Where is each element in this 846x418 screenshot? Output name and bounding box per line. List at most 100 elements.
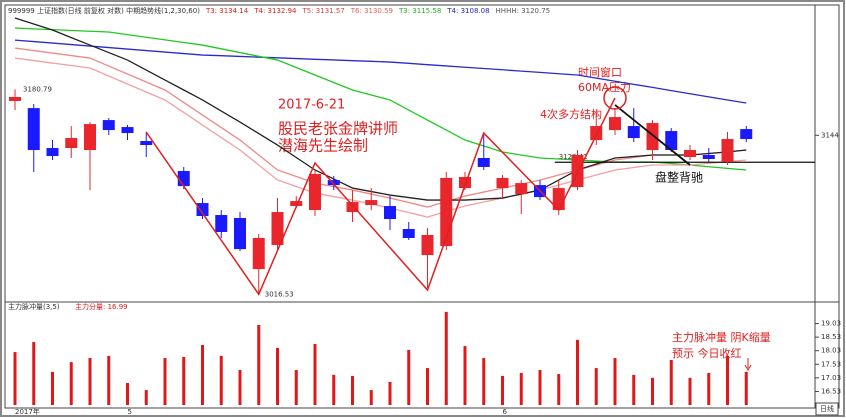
header-item: T4: 3132.94 [253, 7, 297, 15]
candle-body [102, 120, 115, 131]
candle-body [9, 96, 21, 101]
annotation: 4次多方结构 [540, 107, 602, 121]
price-label: 3016.53 [265, 290, 294, 298]
line [14, 47, 747, 208]
annotation: 60MA压力 [578, 81, 631, 94]
candle-body [515, 183, 528, 195]
bar [201, 345, 204, 405]
y-tick-label: 18.53 [821, 333, 841, 341]
bar [32, 342, 36, 405]
period-box [815, 402, 839, 416]
arrow-head [744, 364, 752, 371]
candle-body [477, 158, 490, 167]
candle-body [196, 203, 209, 217]
header-item: T6: 3130.59 [350, 7, 393, 15]
bar [51, 371, 54, 405]
bar [238, 369, 242, 405]
candle-body [459, 176, 471, 189]
bar [13, 352, 17, 405]
candle-body [684, 150, 696, 158]
bar [744, 371, 748, 405]
y-tick-label: 18.03 [821, 347, 841, 355]
candle-body [271, 212, 284, 245]
bar [576, 339, 579, 405]
bar [313, 343, 317, 405]
bar [538, 369, 542, 405]
y-tick-label: 3144 [821, 131, 839, 139]
bar [707, 372, 711, 405]
panel-title: 主力脉冲量(3,5) [8, 302, 60, 311]
header-item: T5: 3131.57 [301, 7, 344, 15]
candle-body [384, 206, 396, 220]
bar [276, 348, 279, 405]
bar [482, 358, 486, 405]
bar [688, 377, 692, 405]
header-item: T4: 3108.08 [446, 7, 489, 15]
candle-body [215, 215, 228, 232]
candle-body [609, 117, 621, 131]
candle-body [27, 108, 40, 151]
candle-body [702, 155, 715, 159]
header-item: T3: 3115.58 [398, 7, 441, 15]
line [14, 57, 747, 218]
annotation: 股民老张金牌讲师 [278, 120, 398, 138]
x-tick-label: 6 [503, 408, 508, 416]
header-item: HHHH: 3120.75 [496, 7, 551, 15]
header-item: T3: 3134.14 [205, 7, 249, 15]
bar [107, 355, 111, 405]
candle-body [290, 201, 303, 207]
candle-body [421, 234, 434, 256]
bar [369, 390, 373, 405]
annotation: 预示 今日收红 [672, 346, 742, 360]
candle-body [46, 148, 59, 157]
line [145, 97, 616, 296]
candle-body [327, 180, 340, 186]
candle-body [177, 170, 190, 187]
annotation: 主力脉冲量 阴K缩量 [672, 330, 771, 344]
bar [163, 358, 167, 405]
candle-body [646, 123, 659, 151]
line [14, 17, 747, 201]
bar [726, 355, 729, 405]
bar [407, 349, 411, 405]
candle-body [234, 218, 246, 250]
bar [594, 368, 598, 405]
candle-body [665, 131, 678, 151]
candle-body [309, 173, 321, 211]
bar [463, 346, 467, 405]
line [614, 104, 691, 166]
bar [257, 324, 261, 405]
bar [351, 375, 354, 405]
bar [182, 356, 186, 405]
candle-body [402, 229, 415, 238]
bar [669, 359, 673, 405]
candle-body [252, 237, 265, 270]
y-tick-label: 19.03 [821, 320, 841, 328]
y-tick-label: 17.03 [821, 374, 841, 382]
bar [294, 369, 298, 405]
candle-body [140, 141, 153, 146]
candle-body [627, 126, 640, 139]
candle-body [121, 127, 134, 134]
bar [144, 390, 148, 405]
annotation: 2017-6-21 [278, 98, 345, 113]
plot-frame [4, 4, 840, 409]
bar [388, 381, 392, 405]
bar [444, 311, 448, 405]
bar [613, 358, 617, 405]
y-tick-label: 17.53 [821, 360, 841, 368]
x-tick-label: 5 [128, 408, 132, 416]
legend-item: 主力分量: 16.99 [75, 302, 128, 311]
bar [501, 375, 504, 405]
bar [519, 372, 523, 405]
candle-body [84, 124, 96, 151]
annotation: 时间窗口 [578, 65, 622, 79]
bar [426, 368, 429, 405]
line [14, 39, 747, 104]
highlight-circle [603, 86, 627, 110]
bar [126, 383, 129, 405]
bar [219, 355, 223, 405]
x-tick-label: 2017年 [15, 407, 40, 416]
